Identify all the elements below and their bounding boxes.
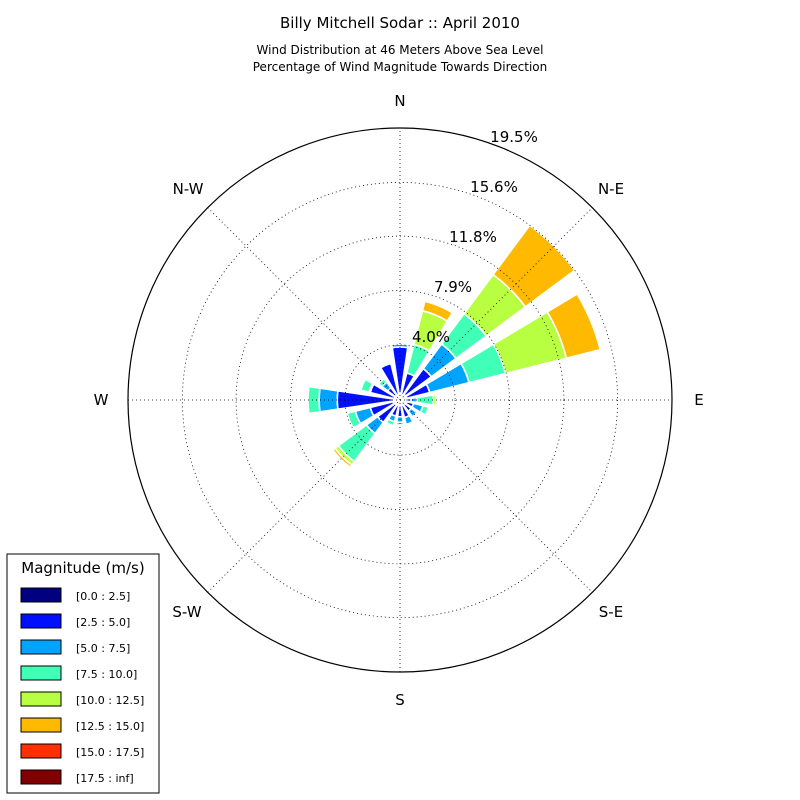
legend-swatch-3 xyxy=(20,639,62,655)
legend-swatch-5 xyxy=(20,691,62,707)
bar-segment-dir67.5-bin5 xyxy=(546,293,602,359)
bar-segment-dir22.5-bin5 xyxy=(421,300,454,322)
outer-ring xyxy=(127,127,673,673)
radial-tick-label-2: 7.9% xyxy=(434,278,472,296)
direction-label-s: S xyxy=(395,691,405,709)
legend-label-8: [17.5 : inf] xyxy=(76,772,134,785)
radial-tick-label-5: 19.5% xyxy=(490,128,538,146)
direction-label-nw: N-W xyxy=(173,180,204,198)
chart-subtitle-line-2: Percentage of Wind Magnitude Towards Dir… xyxy=(253,60,547,74)
bar-segment-dir202.5-bin3 xyxy=(385,418,396,427)
radial-tick-label-4: 15.6% xyxy=(470,178,518,196)
legend-swatch-7 xyxy=(20,743,62,759)
wind-bars xyxy=(307,224,602,468)
direction-label-e: E xyxy=(694,391,703,409)
legend-label-4: [7.5 : 10.0] xyxy=(76,668,137,681)
legend-swatch-4 xyxy=(20,665,62,681)
legend-swatch-8 xyxy=(20,769,62,785)
bar-segment-dir225-bin5 xyxy=(332,447,353,468)
chart-title: Billy Mitchell Sodar :: April 2010 xyxy=(280,14,520,32)
bar-segment-dir337.5-bin2 xyxy=(379,361,392,369)
chart-subtitle-line-1: Wind Distribution at 46 Meters Above Sea… xyxy=(257,43,544,57)
direction-label-ne: N-E xyxy=(598,180,624,198)
legend-swatch-6 xyxy=(20,717,62,733)
legend-label-1: [0.0 : 2.5] xyxy=(76,590,130,603)
grid-ring-3 xyxy=(235,235,565,565)
polar-grid xyxy=(128,128,672,672)
bar-segment-dir157.5-bin2 xyxy=(403,414,414,426)
direction-label-sw: S-W xyxy=(172,603,201,621)
bar-segment-dir247.5-bin3 xyxy=(346,410,362,429)
radial-tick-label-1: 4.0% xyxy=(412,328,450,346)
legend-swatch-1 xyxy=(20,587,62,603)
legend-label-7: [15.0 : 17.5] xyxy=(76,746,144,759)
grid-ring-2 xyxy=(290,290,510,510)
direction-label-w: W xyxy=(94,391,109,409)
direction-label-n: N xyxy=(394,92,405,110)
legend-label-5: [10.0 : 12.5] xyxy=(76,694,144,707)
bar-segment-dir315-bin3 xyxy=(377,377,388,388)
legend: Magnitude (m/s) [0.0 : 2.5] [2.5 : 5.0] [5… xyxy=(6,553,160,794)
legend-title: Magnitude (m/s) xyxy=(21,559,144,577)
legend-swatch-2 xyxy=(20,613,62,629)
direction-label-se: S-E xyxy=(599,603,623,621)
bar-segment-dir270-bin3 xyxy=(307,385,321,415)
grid-ring-4 xyxy=(181,181,619,619)
legend-label-6: [12.5 : 15.0] xyxy=(76,720,144,733)
radial-tick-label-3: 11.8% xyxy=(449,228,497,246)
bar-segment-dir292.5-bin4 xyxy=(358,377,367,391)
bar-segment-dir90-bin3 xyxy=(415,394,435,406)
bar-segment-dir0-bin2 xyxy=(391,343,409,349)
legend-label-2: [2.5 : 5.0] xyxy=(76,616,130,629)
bar-segment-dir112.5-bin3 xyxy=(419,404,430,416)
legend-label-3: [5.0 : 7.5] xyxy=(76,642,130,655)
bar-segment-dir90-bin4 xyxy=(432,393,438,407)
